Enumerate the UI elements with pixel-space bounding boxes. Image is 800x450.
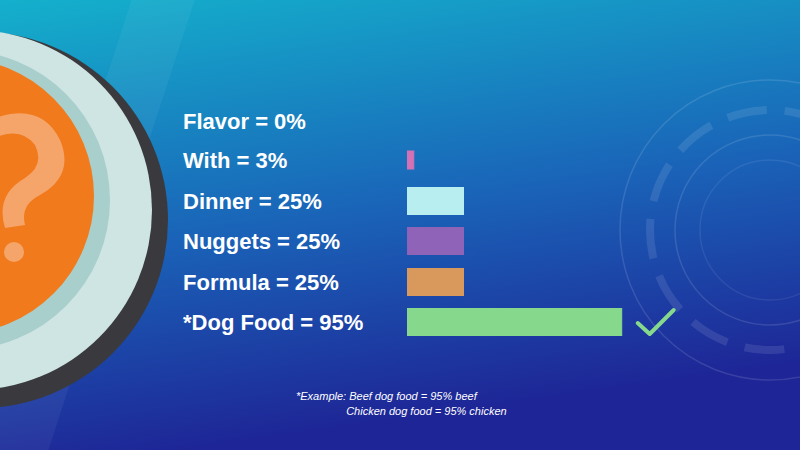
category-label: Flavor = 0% xyxy=(183,109,306,134)
decor-ring xyxy=(620,80,800,380)
category-label: Nuggets = 25% xyxy=(183,229,340,254)
category-label: *Dog Food = 95% xyxy=(183,310,363,335)
check-mark xyxy=(638,310,674,334)
bowl-food xyxy=(0,58,94,334)
bar xyxy=(407,151,414,169)
bar xyxy=(407,228,464,255)
footnote: *Example: Beef dog food = 95% beef xyxy=(296,390,478,402)
bars xyxy=(407,151,622,336)
bowl-inner xyxy=(0,50,110,350)
decor-rings xyxy=(620,80,800,380)
bowl-question-dot xyxy=(4,242,24,262)
category-label: Dinner = 25% xyxy=(183,189,322,214)
footnote: Chicken dog food = 95% chicken xyxy=(346,405,507,417)
bar xyxy=(407,309,622,336)
bowl-question xyxy=(0,113,65,228)
bowl xyxy=(0,30,168,408)
bar xyxy=(407,112,408,130)
category-label: With = 3% xyxy=(183,148,287,173)
bar xyxy=(407,269,464,296)
bowl-rim xyxy=(0,30,152,390)
category-label: Formula = 25% xyxy=(183,270,339,295)
bar xyxy=(407,188,464,215)
decor-ring xyxy=(700,160,800,300)
decor-ring xyxy=(675,135,800,325)
